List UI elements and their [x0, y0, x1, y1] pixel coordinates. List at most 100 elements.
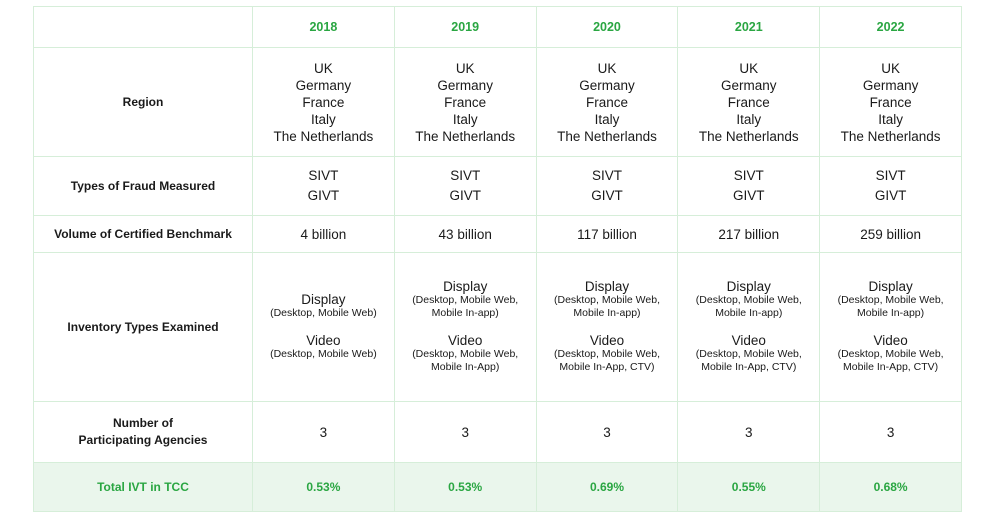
agencies-value: 3: [393, 401, 537, 463]
ivt-benchmark-table: 2018 2019 2020 2021 2022 Region UK Germa…: [33, 6, 962, 512]
inventory-display-detail: (Desktop, Mobile Web,: [695, 294, 802, 306]
total-ivt-value: 0.55%: [677, 462, 821, 512]
region-value: UK: [455, 60, 475, 76]
year-header: 2019: [393, 6, 537, 48]
region-value: Germany: [579, 77, 635, 93]
agencies-value: 3: [677, 401, 821, 463]
total-ivt-value: 0.68%: [819, 462, 962, 512]
year-header: 2022: [819, 6, 962, 48]
fraud-types-row: Types of Fraud Measured SIVT GIVT SIVT G…: [33, 156, 962, 216]
total-ivt-value: 0.53%: [252, 462, 395, 512]
volume-value: 4 billion: [252, 215, 395, 253]
region-value: Italy: [311, 111, 336, 127]
inventory-display-detail: Mobile In-app): [431, 307, 499, 319]
volume-value: 43 billion: [393, 215, 537, 253]
volume-value: 259 billion: [819, 215, 962, 253]
inventory-video-label: Video: [873, 333, 908, 348]
inventory-video-label: Video: [589, 333, 625, 348]
region-value: The Netherlands: [557, 128, 657, 144]
region-value: Italy: [878, 111, 903, 127]
inventory-cell: Display (Desktop, Mobile Web, Mobile In-…: [819, 252, 962, 402]
region-value: The Netherlands: [415, 128, 516, 144]
inventory-video-detail: Mobile In-App, CTV): [701, 361, 797, 373]
fraud-type-value: SIVT: [733, 168, 764, 183]
fraud-type-value: GIVT: [449, 188, 481, 203]
row-label-line: Number of: [113, 416, 173, 430]
fraud-type-value: GIVT: [733, 188, 765, 203]
inventory-video-label: Video: [731, 333, 766, 348]
header-corner-cell: [33, 6, 253, 48]
region-value: UK: [314, 60, 333, 76]
region-cell: UK Germany France Italy The Netherlands: [819, 47, 962, 157]
fraud-types-cell: SIVT GIVT: [819, 156, 962, 216]
inventory-video-label: Video: [306, 333, 341, 348]
region-value: UK: [881, 60, 900, 76]
inventory-display-detail: (Desktop, Mobile Web,: [553, 294, 660, 306]
fraud-types-cell: SIVT GIVT: [393, 156, 537, 216]
fraud-type-value: GIVT: [307, 188, 340, 203]
inventory-video-detail: (Desktop, Mobile Web): [270, 348, 377, 360]
agencies-row: Number of Participating Agencies 3 3 3 3…: [33, 401, 962, 463]
inventory-video-detail: Mobile In-App, CTV): [843, 361, 939, 373]
inventory-video-detail: (Desktop, Mobile Web,: [837, 348, 944, 360]
row-label-agencies: Number of Participating Agencies: [33, 401, 253, 463]
region-cell: UK Germany France Italy The Netherlands: [677, 47, 821, 157]
region-value: Germany: [862, 77, 919, 93]
region-cell: UK Germany France Italy The Netherlands: [535, 47, 679, 157]
fraud-type-value: SIVT: [875, 168, 906, 183]
agencies-value: 3: [819, 401, 962, 463]
row-label-region: Region: [33, 47, 253, 157]
inventory-spacer: [257, 320, 390, 334]
agencies-value: 3: [252, 401, 395, 463]
inventory-display-detail: Mobile In-app): [857, 307, 925, 319]
inventory-cell: Display (Desktop, Mobile Web, Mobile In-…: [677, 252, 821, 402]
row-label-fraud-types: Types of Fraud Measured: [33, 156, 253, 216]
year-header: 2018: [252, 6, 395, 48]
region-value: France: [585, 94, 628, 110]
header-row: 2018 2019 2020 2021 2022: [33, 6, 962, 48]
region-value: France: [869, 94, 912, 110]
region-cell: UK Germany France Italy The Netherlands: [252, 47, 395, 157]
row-label-volume: Volume of Certified Benchmark: [33, 215, 253, 253]
inventory-display-detail: Mobile In-app): [573, 307, 641, 319]
region-value: Germany: [437, 77, 493, 93]
region-value: France: [302, 94, 345, 110]
region-value: France: [444, 94, 487, 110]
total-ivt-value: 0.53%: [393, 462, 537, 512]
inventory-display-label: Display: [584, 279, 630, 294]
region-value: France: [727, 94, 770, 110]
row-label-line: Participating Agencies: [78, 433, 208, 447]
total-ivt-value: 0.69%: [535, 462, 679, 512]
inventory-cell: Display (Desktop, Mobile Web, Mobile In-…: [535, 252, 679, 402]
region-cell: UK Germany France Italy The Netherlands: [393, 47, 537, 157]
fraud-types-cell: SIVT GIVT: [535, 156, 679, 216]
region-value: Italy: [594, 111, 620, 127]
region-value: Germany: [295, 77, 352, 93]
fraud-type-value: SIVT: [591, 168, 622, 183]
inventory-row: Inventory Types Examined Display (Deskto…: [33, 252, 962, 402]
inventory-display-label: Display: [443, 279, 488, 294]
fraud-types-cell: SIVT GIVT: [677, 156, 821, 216]
region-value: Italy: [452, 111, 478, 127]
inventory-spacer: [541, 320, 674, 334]
inventory-video-detail: (Desktop, Mobile Web,: [553, 348, 660, 360]
inventory-spacer: [399, 320, 532, 334]
inventory-cell: Display (Desktop, Mobile Web, Mobile In-…: [393, 252, 537, 402]
inventory-display-detail: (Desktop, Mobile Web): [270, 307, 377, 319]
region-row: Region UK Germany France Italy The Nethe…: [33, 47, 962, 157]
fraud-type-value: SIVT: [308, 168, 339, 183]
inventory-display-label: Display: [868, 279, 913, 294]
region-value: The Netherlands: [840, 128, 941, 144]
region-value: Germany: [721, 77, 777, 93]
volume-value: 117 billion: [535, 215, 679, 253]
inventory-spacer: [824, 320, 957, 334]
region-value: The Netherlands: [698, 128, 799, 144]
region-value: UK: [597, 60, 617, 76]
year-header: 2020: [535, 6, 679, 48]
fraud-type-value: SIVT: [450, 168, 481, 183]
inventory-display-detail: (Desktop, Mobile Web,: [412, 294, 519, 306]
row-label-inventory: Inventory Types Examined: [33, 252, 253, 402]
inventory-spacer: [682, 320, 815, 334]
inventory-video-detail: (Desktop, Mobile Web,: [412, 348, 519, 360]
year-header: 2021: [677, 6, 821, 48]
